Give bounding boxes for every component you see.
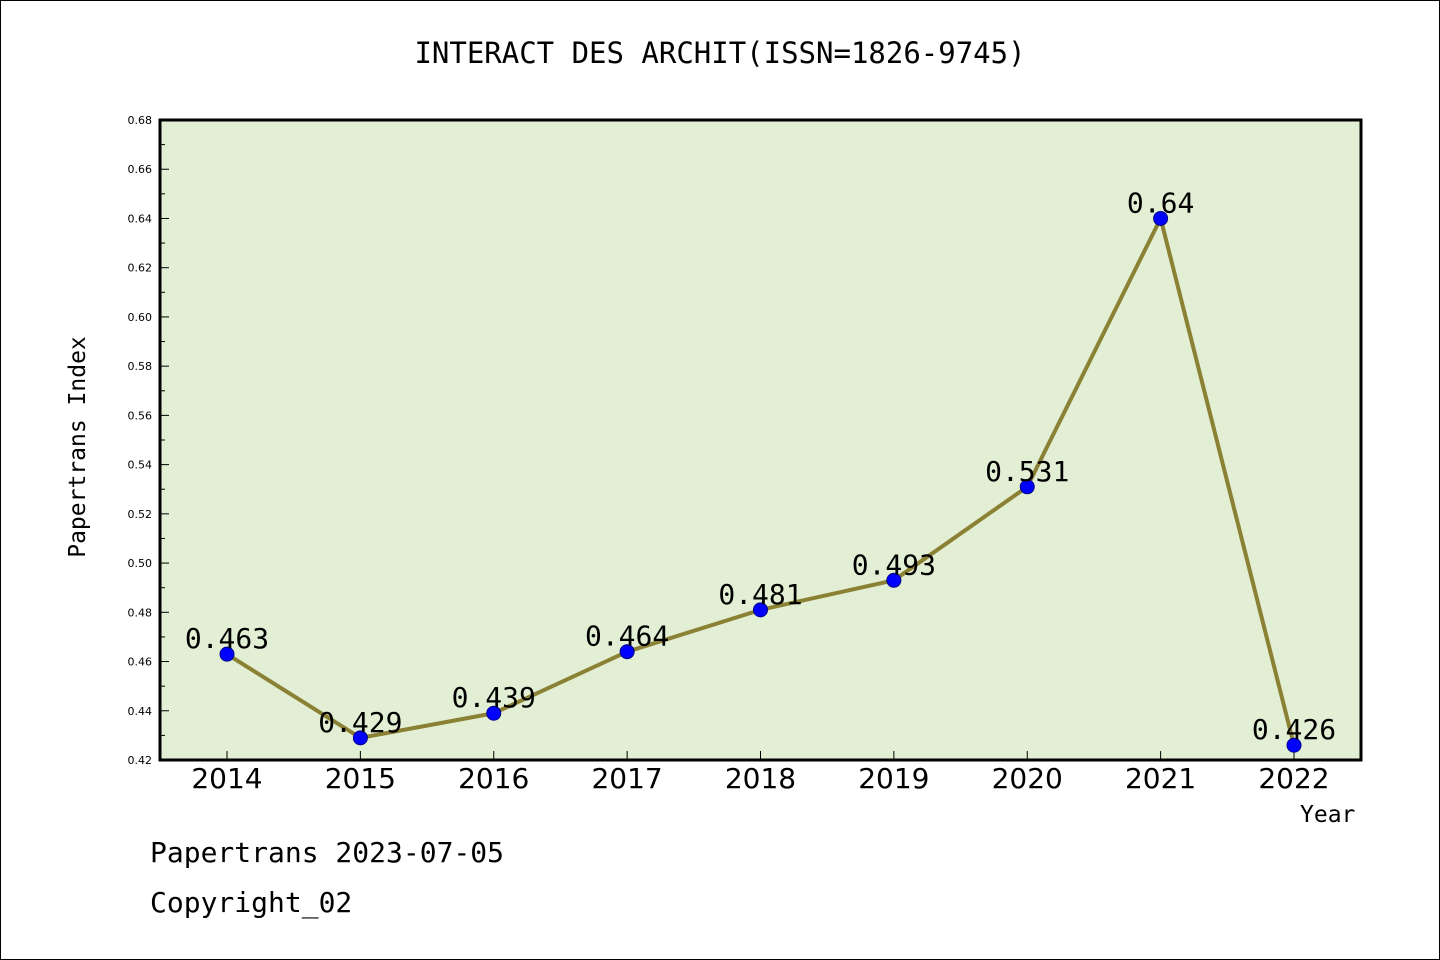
x-tick-label: 2019 — [858, 762, 929, 795]
data-point — [352, 730, 368, 746]
x-tick-label: 2021 — [1125, 762, 1196, 795]
y-tick-label: 0.64 — [128, 212, 153, 225]
x-tick-label: 2014 — [191, 762, 262, 795]
y-tick-label: 0.44 — [128, 705, 153, 718]
y-tick-label: 0.62 — [128, 262, 153, 275]
data-point — [886, 572, 902, 588]
data-point — [1286, 737, 1302, 753]
data-label: 0.426 — [1252, 713, 1336, 746]
x-tick-label: 2017 — [591, 762, 662, 795]
data-label: 0.531 — [985, 455, 1069, 488]
data-label: 0.464 — [585, 620, 669, 653]
x-tick-label: 2018 — [725, 762, 796, 795]
y-tick-label: 0.52 — [128, 508, 153, 521]
y-tick-label: 0.66 — [128, 163, 153, 176]
y-tick-label: 0.56 — [128, 409, 153, 422]
y-tick-label: 0.54 — [128, 459, 153, 472]
y-tick-label: 0.42 — [128, 754, 153, 767]
y-tick-label: 0.58 — [128, 360, 153, 373]
footer-copyright: Copyright_02 — [150, 886, 353, 919]
data-label: 0.493 — [852, 548, 936, 581]
data-label: 0.429 — [318, 706, 402, 739]
data-label: 0.64 — [1127, 186, 1194, 219]
data-label: 0.481 — [718, 578, 802, 611]
y-tick-label: 0.68 — [128, 114, 153, 127]
data-label: 0.463 — [185, 622, 269, 655]
data-point — [1019, 479, 1035, 495]
data-label: 0.439 — [452, 681, 536, 714]
plot-border — [158, 118, 1363, 762]
data-point — [1153, 210, 1169, 226]
data-point — [486, 705, 502, 721]
x-tick-label: 2020 — [992, 762, 1063, 795]
data-point — [619, 644, 635, 660]
chart-title: INTERACT DES ARCHIT(ISSN=1826-9745) — [414, 36, 1026, 70]
y-tick-label: 0.48 — [128, 606, 153, 619]
data-point — [219, 646, 235, 662]
x-tick-label: 2016 — [458, 762, 529, 795]
footer-date: Papertrans 2023-07-05 — [150, 836, 505, 869]
y-tick-label: 0.60 — [128, 311, 153, 324]
x-tick-label: 2015 — [325, 762, 396, 795]
x-axis-label: Year — [1300, 802, 1356, 828]
y-tick-label: 0.50 — [128, 557, 153, 570]
x-tick-label: 2022 — [1258, 762, 1329, 795]
data-point — [753, 602, 768, 618]
y-tick-label: 0.46 — [128, 656, 153, 669]
